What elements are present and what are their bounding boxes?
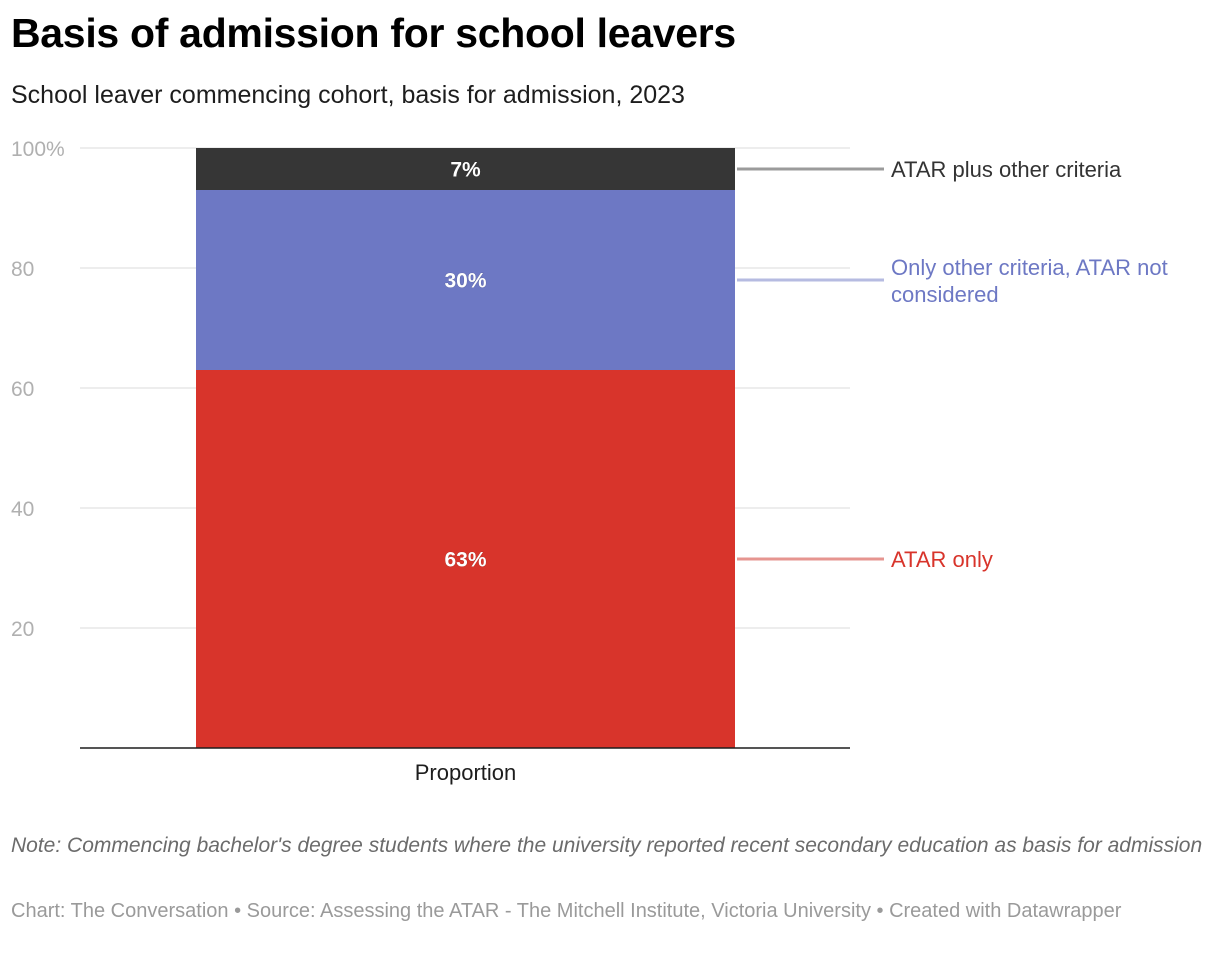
chart-subtitle: School leaver commencing cohort, basis f… xyxy=(11,81,685,109)
bar-segment-0 xyxy=(196,370,735,748)
x-axis: Proportion xyxy=(80,747,850,785)
chart-credits: Chart: The Conversation • Source: Assess… xyxy=(11,900,1122,922)
bar-segment-1 xyxy=(196,190,735,370)
legend-label-1: Only other criteria, ATAR not xyxy=(891,255,1168,280)
chart-title: Basis of admission for school leavers xyxy=(11,10,736,56)
data-labels: 63% 30% 7% xyxy=(444,158,487,572)
legend-label-0: ATAR only xyxy=(891,547,993,572)
y-tick-label: 40 xyxy=(11,498,34,521)
bar-segment-2 xyxy=(196,148,735,190)
legend-label-1: considered xyxy=(891,282,999,307)
chart-note: Note: Commencing bachelor's degree stude… xyxy=(11,834,1203,857)
series-legend: ATAR only Only other criteria, ATAR notco… xyxy=(737,157,1168,572)
y-axis-ticks: 100% 80 60 40 20 xyxy=(11,138,65,641)
y-tick-label: 80 xyxy=(11,258,34,281)
x-category-label: Proportion xyxy=(415,760,517,785)
legend-label-2: ATAR plus other criteria xyxy=(891,157,1122,182)
data-label-2: 7% xyxy=(450,159,481,182)
stacked-bar-chart: 100% 80 60 40 20 63% 30% 7% ATAR only Only othe… xyxy=(11,138,1168,785)
bar-segments xyxy=(196,148,735,748)
y-tick-label: 20 xyxy=(11,618,34,641)
y-tick-label: 100% xyxy=(11,138,65,161)
y-tick-label: 60 xyxy=(11,378,34,401)
data-label-0: 63% xyxy=(444,549,486,572)
data-label-1: 30% xyxy=(444,270,486,293)
